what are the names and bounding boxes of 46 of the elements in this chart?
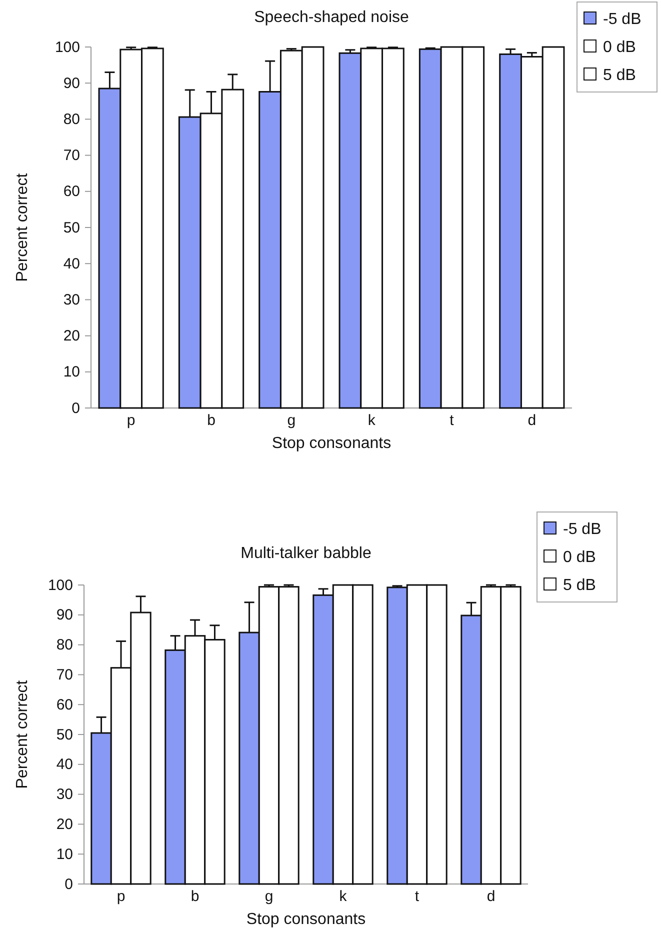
x-tick-label: d (486, 888, 496, 905)
y-tick-label: 50 (56, 726, 73, 744)
legend-label: -5 dB (603, 11, 642, 28)
y-tick-label: 30 (63, 292, 80, 308)
legend-label: 5 dB (603, 67, 636, 84)
y-tick-label: 100 (54, 38, 80, 56)
y-tick-label: 60 (63, 183, 80, 200)
y-tick-label: 20 (63, 328, 80, 345)
y-tick-label: 10 (56, 846, 73, 863)
y-tick-label: 100 (48, 576, 73, 594)
y-tick-label: 70 (56, 666, 73, 684)
x-tick-label: b (190, 888, 200, 905)
y-tick-label: 70 (63, 147, 80, 164)
y-tick-label: 60 (56, 696, 73, 714)
x-tick-label: k (368, 412, 376, 429)
x-tick-label: t (450, 412, 455, 429)
y-tick-label: 20 (56, 816, 73, 833)
y-axis-title: Percent correct (14, 172, 31, 282)
x-tick-label: p (126, 412, 136, 429)
y-tick-label: 90 (63, 74, 80, 92)
y-tick-label: 40 (63, 255, 80, 272)
x-tick-label: g (264, 888, 274, 905)
x-tick-label: k (339, 888, 348, 905)
legend-label: -5 dB (563, 521, 602, 538)
y-tick-label: 10 (63, 364, 80, 381)
x-tick-label: b (207, 412, 216, 429)
y-axis-title: Percent correct (14, 680, 31, 789)
y-tick-label: 0 (72, 400, 80, 417)
x-tick-label: d (528, 412, 536, 429)
y-tick-label: 0 (64, 876, 73, 893)
legend-label: 0 dB (563, 549, 596, 566)
y-tick-label: 50 (63, 219, 80, 236)
y-tick-label: 90 (56, 606, 73, 624)
x-tick-label: g (287, 412, 296, 429)
y-tick-label: 40 (56, 756, 73, 774)
x-tick-label: t (414, 888, 420, 905)
x-axis-title: Stop consonants (246, 911, 366, 928)
legend-label: 5 dB (563, 577, 596, 594)
chart-title: Multi-talker babble (240, 545, 372, 562)
chart-title: Speech-shaped noise (254, 9, 409, 26)
y-tick-label: 30 (56, 786, 73, 804)
y-tick-label: 80 (56, 636, 73, 654)
x-tick-label: p (116, 888, 126, 905)
x-axis-title: Stop consonants (272, 435, 392, 452)
legend-label: 0 dB (603, 39, 636, 56)
y-tick-label: 80 (63, 111, 80, 128)
